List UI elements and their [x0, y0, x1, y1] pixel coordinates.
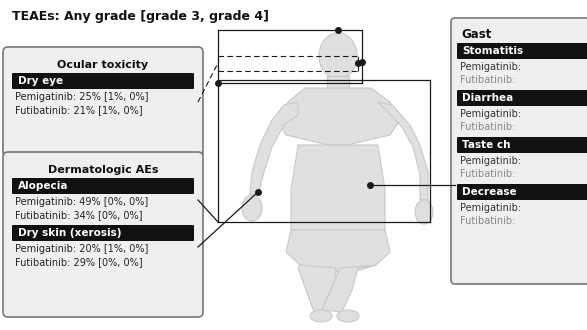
Text: Alopecia: Alopecia [18, 181, 69, 191]
Text: Futibatinib:: Futibatinib: [460, 169, 515, 179]
Text: Taste ch: Taste ch [462, 140, 511, 150]
Text: Futibatinib:: Futibatinib: [460, 122, 515, 132]
Polygon shape [378, 102, 428, 200]
Text: Futibatinib: 29% [0%, 0%]: Futibatinib: 29% [0%, 0%] [15, 257, 143, 267]
Text: Futibatinib:: Futibatinib: [460, 216, 515, 226]
Polygon shape [322, 265, 376, 312]
FancyBboxPatch shape [12, 73, 194, 89]
Text: TEAEs: Any grade [grade 3, grade 4]: TEAEs: Any grade [grade 3, grade 4] [12, 10, 269, 23]
Ellipse shape [242, 195, 262, 221]
FancyBboxPatch shape [3, 152, 203, 317]
Text: Pemigatinib:: Pemigatinib: [460, 62, 521, 72]
Text: Futibatinib: 21% [1%, 0%]: Futibatinib: 21% [1%, 0%] [15, 105, 143, 115]
Ellipse shape [415, 200, 433, 224]
Text: Pemigatinib:: Pemigatinib: [460, 109, 521, 119]
Polygon shape [250, 102, 298, 195]
Text: Gast: Gast [461, 28, 491, 41]
Text: Pemigatinib: 49% [0%, 0%]: Pemigatinib: 49% [0%, 0%] [15, 197, 149, 207]
Text: Dry skin (xerosis): Dry skin (xerosis) [18, 228, 122, 238]
Text: Dermatologic AEs: Dermatologic AEs [48, 165, 158, 175]
FancyBboxPatch shape [457, 184, 587, 200]
Text: Pemigatinib: 25% [1%, 0%]: Pemigatinib: 25% [1%, 0%] [15, 92, 149, 102]
FancyBboxPatch shape [12, 225, 194, 241]
Text: Pemigatinib:: Pemigatinib: [460, 203, 521, 213]
FancyBboxPatch shape [457, 137, 587, 153]
Ellipse shape [337, 310, 359, 322]
Polygon shape [298, 265, 336, 312]
FancyBboxPatch shape [451, 18, 587, 284]
FancyBboxPatch shape [12, 178, 194, 194]
Polygon shape [286, 230, 390, 272]
Polygon shape [278, 88, 400, 145]
Text: Stomatitis: Stomatitis [462, 46, 523, 56]
Text: Ocular toxicity: Ocular toxicity [58, 60, 149, 70]
Text: Futibatinib: 34% [0%, 0%]: Futibatinib: 34% [0%, 0%] [15, 210, 143, 220]
FancyBboxPatch shape [457, 90, 587, 106]
Text: Diarrhea: Diarrhea [462, 93, 513, 103]
Text: Pemigatinib: 20% [1%, 0%]: Pemigatinib: 20% [1%, 0%] [15, 244, 149, 254]
Polygon shape [291, 145, 385, 254]
Text: Dry eye: Dry eye [18, 76, 63, 86]
Text: Decrease: Decrease [462, 187, 517, 197]
Text: Pemigatinib:: Pemigatinib: [460, 156, 521, 166]
Ellipse shape [310, 310, 332, 322]
FancyBboxPatch shape [457, 43, 587, 59]
Polygon shape [327, 76, 349, 88]
FancyBboxPatch shape [3, 47, 203, 157]
Text: Futibatinib:: Futibatinib: [460, 75, 515, 85]
Ellipse shape [319, 33, 357, 79]
